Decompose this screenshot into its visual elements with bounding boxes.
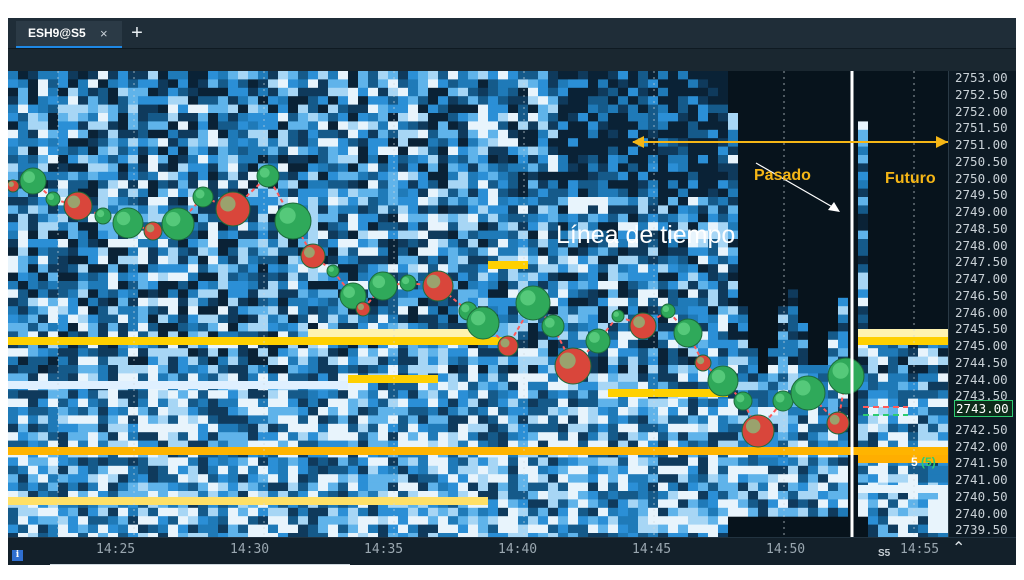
time-tick-label: 14:45 — [632, 542, 672, 557]
price-tick-label: 2744.50 — [955, 354, 1008, 370]
price-tick-label: 2749.50 — [955, 187, 1008, 203]
current-price-label: 2743.00 — [954, 400, 1013, 417]
price-tick-label: 2745.50 — [955, 321, 1008, 337]
time-axis[interactable]: 14:25 14:30 14:35 14:40 14:45 14:50 14:55 S5 ⌃… — [8, 537, 1016, 565]
time-tick-label: 14:50 — [766, 542, 806, 557]
price-tick-label: 2747.00 — [955, 271, 1008, 286]
price-tick-label: 2751.00 — [955, 137, 1008, 152]
price-tick-label: 2745.00 — [955, 338, 1008, 353]
price-tick-label: 2740.00 — [955, 505, 1008, 521]
order-size-value: 5 — [911, 455, 918, 469]
plus-icon[interactable]: + — [131, 22, 143, 44]
time-tick-label: 14:35 — [364, 542, 404, 557]
price-tick-label: 2753.00 — [955, 70, 1008, 85]
heatmap-chart[interactable]: Pasado Futuro Línea de tiempo 5 (5) — [8, 71, 948, 537]
time-tick-label: 14:40 — [498, 542, 538, 557]
price-tick-label: 2750.50 — [955, 153, 1008, 169]
scrollbar[interactable] — [50, 564, 350, 565]
time-tick-label: 14:55 — [900, 542, 940, 557]
pasado-label: Pasado — [754, 167, 811, 184]
price-tick-label: 2752.00 — [955, 103, 1008, 119]
price-tick-label: 2744.00 — [955, 371, 1008, 387]
price-tick-label: 2751.50 — [955, 120, 1008, 136]
time-tick-label: 14:30 — [230, 542, 270, 557]
tab-bar: ESH9@S5 × + — [8, 18, 1016, 49]
price-tick-label: 2748.00 — [955, 237, 1008, 253]
tab-esh9-s5[interactable]: ESH9@S5 × — [16, 21, 122, 48]
order-size-marker: 5 (5) — [911, 455, 936, 469]
tab-label: ESH9@S5 — [28, 26, 86, 40]
price-tick-label: 2741.50 — [955, 455, 1008, 471]
price-tick-label: 2746.50 — [955, 287, 1008, 303]
price-axis[interactable]: 2753.00 2752.50 2752.00 2751.50 2751.00 2750.… — [948, 71, 1016, 537]
timeline-label: Línea de tiempo — [556, 221, 736, 249]
price-tick-label: 2747.50 — [955, 254, 1008, 270]
heatmap-canvas — [8, 71, 948, 537]
price-tick-label: 2752.50 — [955, 86, 1008, 102]
price-tick-label: 2748.50 — [955, 220, 1008, 236]
futuro-label: Futuro — [885, 170, 936, 187]
close-icon[interactable]: × — [100, 26, 108, 41]
price-tick-label: 2742.00 — [955, 438, 1008, 454]
price-tick-label: 2742.50 — [955, 421, 1008, 437]
price-tick-label: 2749.00 — [955, 204, 1008, 219]
timeframe-label: S5 — [878, 548, 891, 559]
toolbar-strip — [8, 49, 1016, 71]
price-tick-label: 2746.00 — [955, 304, 1008, 320]
price-tick-label: 2743.50 — [955, 388, 1008, 404]
price-tick-label: 2740.50 — [955, 488, 1008, 504]
info-icon[interactable]: i — [12, 550, 23, 561]
price-tick-label: 2750.00 — [955, 170, 1008, 186]
price-tick-label: 2739.50 — [955, 522, 1008, 538]
price-tick-label: 2741.00 — [955, 472, 1008, 487]
chevron-up-icon[interactable]: ⌃ — [952, 540, 966, 557]
time-tick-label: 14:25 — [96, 542, 136, 557]
order-count-value: (5) — [921, 455, 936, 469]
app-window: ESH9@S5 × + Pasado Futuro Línea de tiemp… — [8, 18, 1016, 565]
